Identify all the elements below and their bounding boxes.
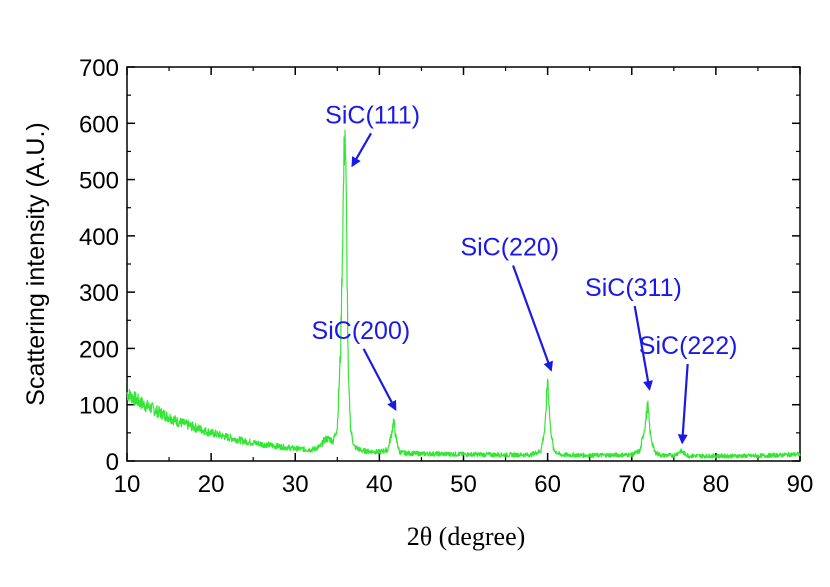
peak-annotation-label: SiC(111) bbox=[325, 101, 420, 129]
peak-annotation-label: SiC(220) bbox=[460, 234, 559, 262]
peak-annotation-label: SiC(200) bbox=[312, 317, 411, 345]
peak-annotation-label: SiC(311) bbox=[585, 274, 682, 302]
axis-tick-labels: 10 20 30 40 50 60 70 80 90 0 100 200 300 400 500 600 700 bbox=[79, 55, 813, 498]
plot-frame bbox=[126, 66, 801, 462]
x-tick-label: 50 bbox=[450, 471, 477, 498]
x-tick-label: 80 bbox=[703, 471, 730, 498]
y-tick-label: 100 bbox=[79, 393, 119, 420]
series-line bbox=[126, 129, 801, 459]
y-tick-label: 0 bbox=[106, 449, 119, 476]
axis-ticks bbox=[126, 66, 801, 462]
x-axis-title: 2θ (degree) bbox=[407, 522, 526, 551]
peak-annotation-arrow bbox=[362, 348, 397, 411]
x-tick-label: 20 bbox=[198, 471, 225, 498]
peak-annotation-arrow bbox=[512, 265, 553, 372]
y-tick-label: 400 bbox=[79, 224, 119, 251]
y-tick-label: 200 bbox=[79, 336, 119, 363]
x-tick-label: 40 bbox=[366, 471, 393, 498]
x-tick-label: 60 bbox=[534, 471, 561, 498]
peak-annotation-arrow bbox=[351, 132, 372, 168]
y-tick-label: 500 bbox=[79, 168, 119, 195]
y-tick-label: 300 bbox=[79, 280, 119, 307]
y-tick-label: 700 bbox=[79, 55, 119, 82]
x-tick-label: 70 bbox=[618, 471, 645, 498]
peak-annotation-label: SiC(222) bbox=[639, 332, 738, 360]
y-axis-title: Scattering intensity (A.U.) bbox=[22, 122, 50, 405]
peak-annotation-arrow bbox=[677, 363, 689, 445]
peak-annotation-arrow bbox=[633, 305, 653, 391]
x-tick-label: 90 bbox=[787, 471, 814, 498]
x-tick-label: 10 bbox=[114, 471, 141, 498]
x-tick-label: 30 bbox=[282, 471, 309, 498]
annotation-layer: SiC(111) SiC(200) SiC(220) SiC(311) SiC(222) bbox=[312, 101, 738, 445]
y-tick-label: 600 bbox=[79, 111, 119, 138]
series-layer bbox=[126, 129, 801, 459]
